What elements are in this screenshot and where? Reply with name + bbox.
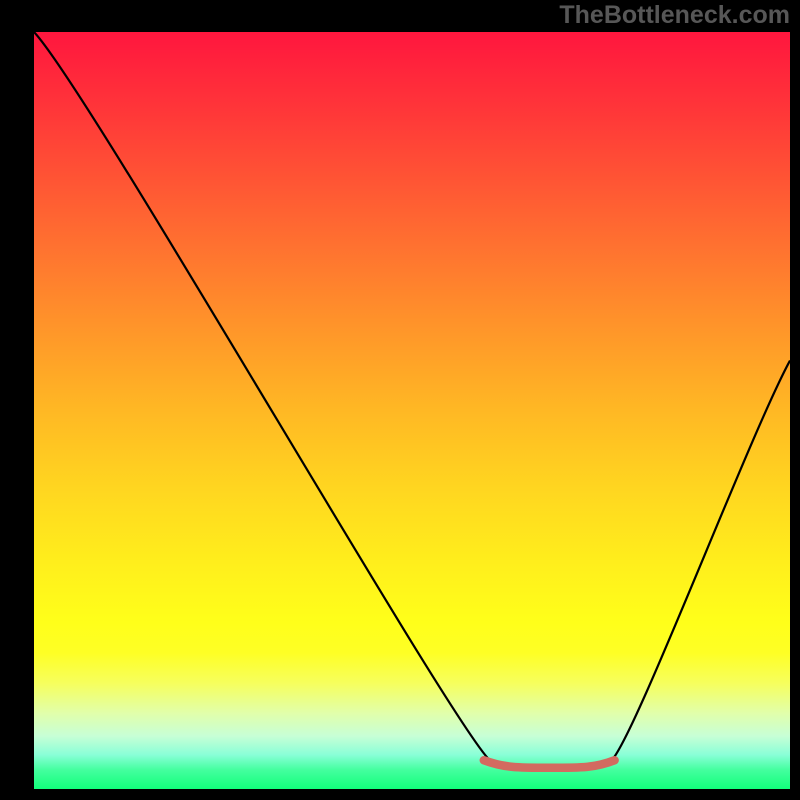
curve-overlay (34, 32, 790, 789)
bottleneck-curve (34, 32, 790, 766)
watermark-text: TheBottleneck.com (559, 1, 790, 30)
plot-area (34, 32, 790, 789)
optimal-range-marker (484, 760, 615, 768)
